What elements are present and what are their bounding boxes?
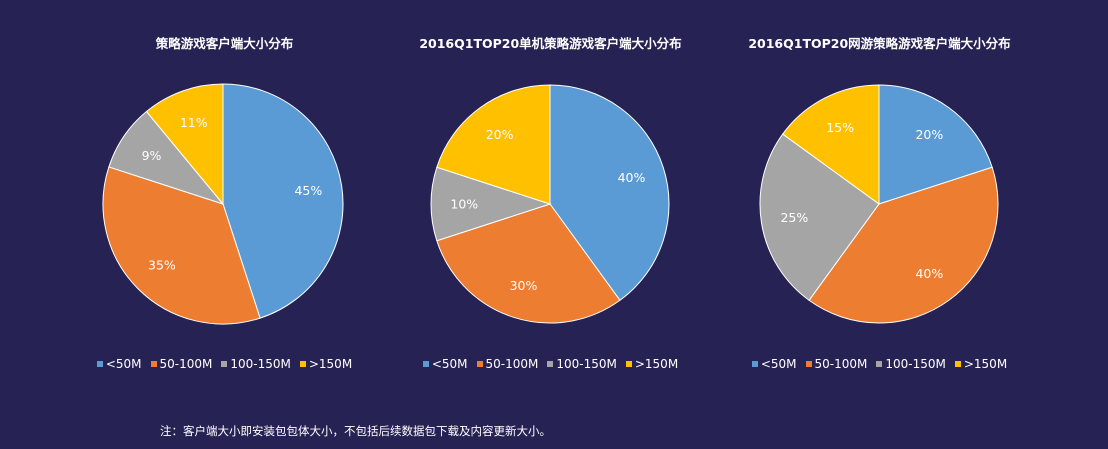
legend-item-50-100: 50-100M <box>150 357 213 371</box>
chart-panel-3: 2016Q1TOP20网游策略游戏客户端大小分布 20% 40% 25% 15% <5… <box>695 0 1064 400</box>
legend-swatch <box>625 361 632 367</box>
chart-panel-2: 2016Q1TOP20单机策略游戏客户端大小分布 40% 30% 10% 20% <5… <box>366 0 735 400</box>
legend-label: <50M <box>760 357 797 371</box>
slice-gt150 <box>145 83 224 206</box>
legend-item-lt50: <50M <box>422 357 468 371</box>
slice-data-label: 40% <box>618 170 646 185</box>
legend-label: 100-150M <box>556 357 617 371</box>
pie-chart: 40% 30% 10% 20% <box>430 84 670 324</box>
legend-label: 50-100M <box>814 357 868 371</box>
slice-data-label: 11% <box>180 115 208 130</box>
legend-label: 50-100M <box>485 357 539 371</box>
slice-data-label: 15% <box>826 120 854 135</box>
legend-label: 100-150M <box>230 357 291 371</box>
legend-label: >150M <box>308 357 353 371</box>
chart-legend: <50M 50-100M 100-150M >150M <box>40 357 409 371</box>
slice-50-100 <box>102 166 261 325</box>
slice-100-150 <box>430 166 552 242</box>
legend-label: 50-100M <box>159 357 213 371</box>
legend-swatch <box>150 361 157 367</box>
legend-item-lt50: <50M <box>96 357 142 371</box>
slice-data-label: 25% <box>780 210 808 225</box>
slice-lt50 <box>878 84 993 205</box>
legend-item-100-150: 100-150M <box>876 357 946 371</box>
legend-item-100-150: 100-150M <box>221 357 291 371</box>
legend-swatch <box>751 361 758 367</box>
slice-50-100 <box>808 166 999 324</box>
legend-swatch <box>876 361 883 367</box>
legend-swatch <box>299 361 306 367</box>
chart-legend: <50M 50-100M 100-150M >150M <box>366 357 735 371</box>
slice-lt50 <box>549 84 670 301</box>
legend-swatch <box>547 361 554 367</box>
chart-legend: <50M 50-100M 100-150M >150M <box>695 357 1064 371</box>
slice-data-label: 10% <box>450 197 478 212</box>
legend-swatch <box>954 361 961 367</box>
chart-title: 2016Q1TOP20网游策略游戏客户端大小分布 <box>748 36 1011 51</box>
slice-data-label: 45% <box>294 183 322 198</box>
legend-swatch <box>422 361 429 367</box>
legend-label: >150M <box>634 357 679 371</box>
slice-data-label: 35% <box>148 258 176 273</box>
slice-lt50 <box>222 83 344 319</box>
chart-title: 2016Q1TOP20单机策略游戏客户端大小分布 <box>419 36 682 51</box>
legend-item-50-100: 50-100M <box>805 357 868 371</box>
legend-item-gt150: >150M <box>625 357 679 371</box>
legend-swatch <box>221 361 228 367</box>
slice-data-label: 30% <box>510 278 538 293</box>
slice-50-100 <box>436 203 621 324</box>
legend-item-gt150: >150M <box>954 357 1008 371</box>
legend-swatch <box>805 361 812 367</box>
legend-label: 100-150M <box>885 357 946 371</box>
legend-label: >150M <box>963 357 1008 371</box>
legend-item-lt50: <50M <box>751 357 797 371</box>
slice-data-label: 20% <box>486 127 514 142</box>
footnote: 注：客户端大小即安装包包体大小，不包括后续数据包下载及内容更新大小。 <box>160 424 551 438</box>
legend-label: <50M <box>105 357 142 371</box>
slice-gt150 <box>436 84 551 205</box>
legend-label: <50M <box>431 357 468 371</box>
pie-chart: 45% 35% 9% 11% <box>102 83 344 325</box>
legend-item-gt150: >150M <box>299 357 353 371</box>
legend-item-100-150: 100-150M <box>547 357 617 371</box>
slice-100-150 <box>759 133 880 301</box>
slice-gt150 <box>782 84 880 205</box>
legend-swatch <box>96 361 103 367</box>
chart-panel-1: 策略游戏客户端大小分布 45% 35% 9% 11% <50M 50-100M 100… <box>40 0 409 400</box>
chart-title: 策略游戏客户端大小分布 <box>155 36 294 51</box>
legend-swatch <box>476 361 483 367</box>
pie-chart: 20% 40% 25% 15% <box>759 84 999 324</box>
legend-item-50-100: 50-100M <box>476 357 539 371</box>
slice-data-label: 40% <box>915 266 943 281</box>
slice-data-label: 9% <box>142 148 162 163</box>
slice-data-label: 20% <box>915 127 943 142</box>
